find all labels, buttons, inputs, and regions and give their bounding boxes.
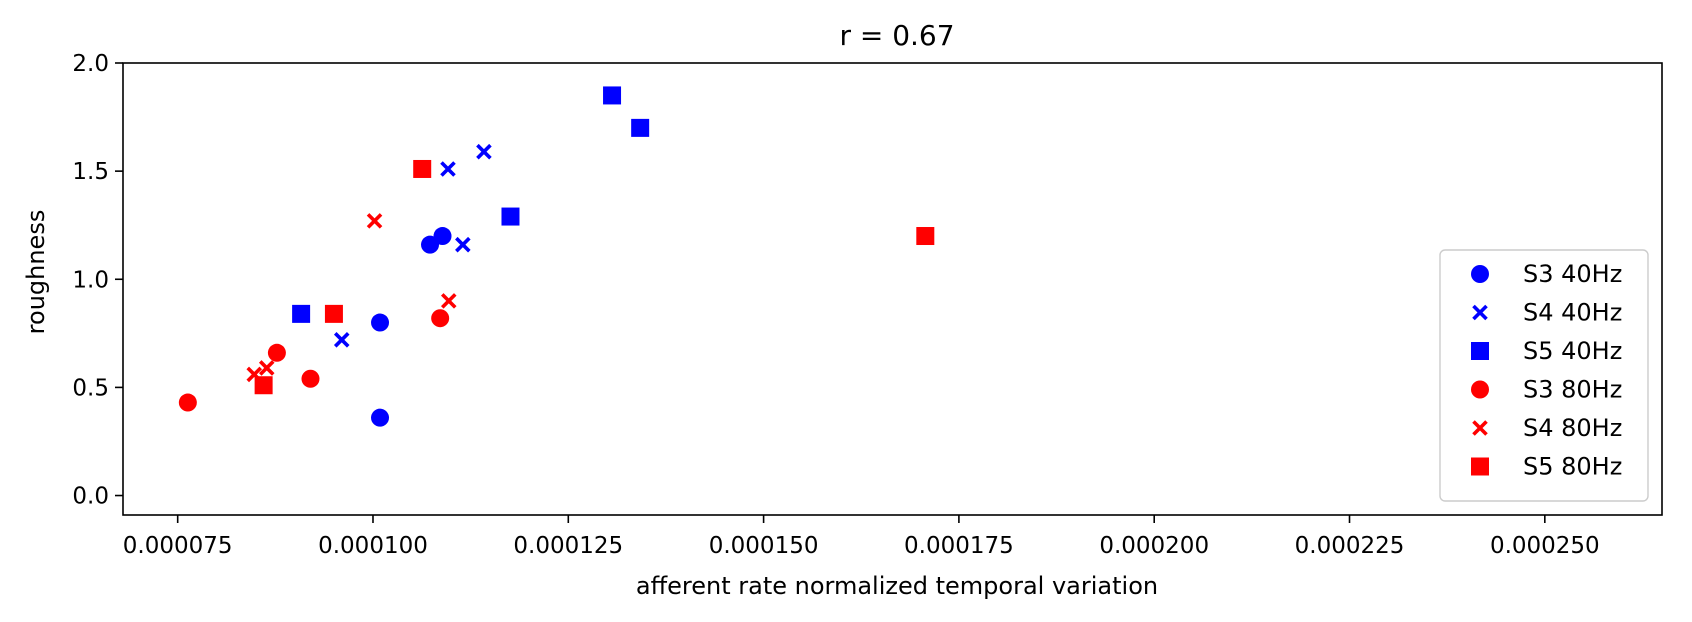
x-tick-label: 0.000100 bbox=[318, 533, 428, 559]
legend-entry: S4 40Hz bbox=[1472, 299, 1622, 327]
data-point bbox=[440, 293, 457, 309]
legend: S3 40Hz S4 40Hz S5 40Hz S3 80Hz S4 80Hz S5 80… bbox=[1439, 249, 1649, 502]
data-point bbox=[421, 235, 440, 254]
x-axis-label: afferent rate normalized temporal variat… bbox=[636, 572, 1158, 600]
x-tick-label: 0.000150 bbox=[709, 533, 819, 559]
plot-area bbox=[178, 86, 935, 427]
data-point bbox=[501, 207, 520, 226]
data-point bbox=[603, 86, 622, 105]
data-point bbox=[413, 159, 432, 178]
data-point bbox=[258, 360, 275, 376]
data-point bbox=[292, 304, 311, 323]
legend-marker bbox=[1471, 342, 1489, 360]
data-point bbox=[371, 408, 390, 427]
legend-marker bbox=[1472, 420, 1488, 436]
data-point bbox=[440, 161, 456, 177]
y-tick-label: 2.0 bbox=[72, 51, 109, 77]
legend-entry: S5 80Hz bbox=[1471, 453, 1622, 481]
data-point bbox=[267, 343, 286, 362]
legend-marker bbox=[1472, 304, 1488, 321]
legend-entry: S5 40Hz bbox=[1471, 337, 1622, 365]
legend-entry: S3 80Hz bbox=[1471, 376, 1622, 404]
x-tick-label: 0.000225 bbox=[1295, 533, 1405, 559]
plot-frame bbox=[122, 62, 1663, 516]
data-point bbox=[301, 369, 320, 388]
x-tick-label: 0.000250 bbox=[1490, 533, 1600, 559]
data-point bbox=[455, 236, 471, 253]
data-point bbox=[178, 393, 197, 412]
data-point bbox=[254, 376, 273, 395]
legend-label: S3 40Hz bbox=[1523, 260, 1622, 288]
data-point bbox=[631, 118, 650, 137]
y-tick-label: 1.0 bbox=[72, 267, 109, 293]
x-tick-label: 0.000175 bbox=[904, 533, 1014, 559]
legend-label: S5 80Hz bbox=[1523, 453, 1622, 481]
legend-label: S5 40Hz bbox=[1523, 337, 1622, 365]
chart-title: r = 0.67 bbox=[839, 19, 954, 52]
y-tick-label: 0.0 bbox=[72, 484, 109, 510]
data-point bbox=[333, 332, 350, 348]
data-point bbox=[431, 309, 450, 328]
legend-entry: S3 40Hz bbox=[1471, 260, 1622, 288]
y-tick-label: 0.5 bbox=[72, 375, 109, 401]
legend-label: S3 80Hz bbox=[1523, 376, 1622, 404]
x-tick-label: 0.000200 bbox=[1099, 533, 1209, 559]
y-axis-label: roughness bbox=[22, 210, 50, 335]
data-point bbox=[371, 313, 390, 332]
legend-box bbox=[1439, 249, 1649, 502]
x-tick-label: 0.000075 bbox=[123, 533, 233, 559]
legend-label: S4 80Hz bbox=[1523, 414, 1622, 442]
y-axis: 0.0 0.5 1.0 1.5 2.0 bbox=[72, 51, 123, 510]
legend-entry: S4 80Hz bbox=[1472, 414, 1622, 442]
legend-marker bbox=[1471, 265, 1489, 283]
legend-label: S4 40Hz bbox=[1523, 299, 1622, 327]
data-point bbox=[476, 143, 492, 160]
x-tick-label: 0.000125 bbox=[513, 533, 623, 559]
legend-marker bbox=[1471, 380, 1489, 399]
data-point bbox=[324, 304, 343, 323]
y-tick-label: 1.5 bbox=[72, 159, 109, 185]
data-point bbox=[433, 227, 452, 246]
data-point bbox=[916, 227, 935, 246]
data-point bbox=[366, 213, 383, 229]
x-axis: 0.000075 0.000100 0.000125 0.000150 0.000175… bbox=[123, 515, 1600, 559]
legend-marker bbox=[1471, 457, 1489, 476]
